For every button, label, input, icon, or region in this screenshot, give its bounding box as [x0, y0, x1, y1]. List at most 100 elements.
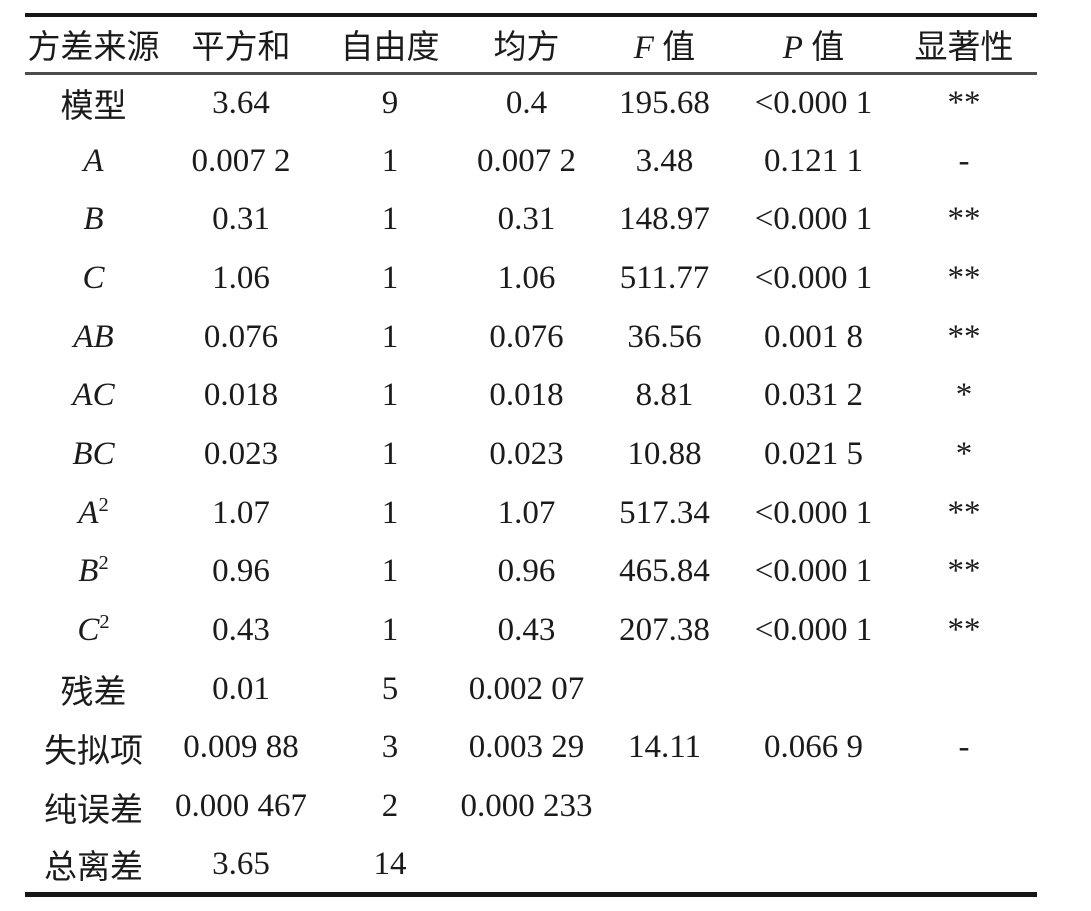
- cell-significance: **: [947, 553, 981, 590]
- column-header-mean-square-label: 均方: [493, 30, 560, 67]
- cell-f-value: 10.88: [627, 435, 702, 472]
- cell-f-value: 36.56: [627, 318, 702, 355]
- table-row: AB 0.076 1 0.076 36.56 0.001 8 **: [25, 308, 1037, 367]
- table-row: 模型 3.64 9 0.4 195.68 <0.000 1 **: [25, 73, 1037, 132]
- header-f-italic: F: [633, 30, 654, 67]
- source-variable: AB: [73, 318, 114, 355]
- table-row: C2 0.43 1 0.43 207.38 <0.000 1 **: [25, 601, 1037, 660]
- cell-f-value: 207.38: [619, 612, 710, 649]
- cell-mean-square: 0.003 29: [468, 729, 585, 766]
- cell-sum-of-squares: 0.023: [203, 435, 279, 472]
- cell-sum-of-squares: 0.007 2: [191, 142, 291, 179]
- cell-source: A2: [25, 484, 162, 543]
- cell-mean-square: 0.000 233: [460, 788, 593, 825]
- cell-mean-square: 0.007 2: [477, 142, 576, 179]
- cell-mean-square: [460, 836, 593, 895]
- cell-significance: *: [955, 377, 973, 414]
- cell-significance: -: [958, 729, 970, 766]
- cell-p-value: <0.000 1: [754, 259, 873, 296]
- header-row: 方差来源 平方和 自由度 均方 F 值 P 值 显著性: [25, 15, 1037, 75]
- cell-mean-square: 0.43: [497, 612, 556, 649]
- column-header-f-value-label: 值: [653, 30, 696, 67]
- cell-significance: **: [947, 259, 981, 296]
- column-header-source-label: 方差来源: [27, 30, 160, 67]
- cell-f-value: 465.84: [619, 553, 710, 590]
- cell-significance: **: [947, 494, 981, 531]
- cell-sum-of-squares: 0.31: [212, 201, 270, 238]
- cell-f-value: 3.48: [635, 142, 694, 179]
- cell-degrees-of-freedom: 1: [381, 318, 399, 355]
- cell-degrees-of-freedom: 1: [381, 553, 399, 590]
- cell-source: 总离差: [25, 836, 162, 895]
- cell-source: AC: [25, 366, 162, 425]
- source-variable: B: [78, 553, 99, 590]
- table-row: AC 0.018 1 0.018 8.81 0.031 2 *: [25, 366, 1037, 425]
- column-header-sum-of-squares-label: 平方和: [191, 30, 291, 67]
- cell-degrees-of-freedom: 1: [381, 377, 399, 414]
- table-row: B2 0.96 1 0.96 465.84 <0.000 1 **: [25, 543, 1037, 602]
- cell-sum-of-squares: 1.07: [212, 494, 270, 531]
- column-header-p-value-label: 值: [802, 30, 845, 67]
- cell-f-value: 517.34: [619, 494, 710, 531]
- source-label: 模型: [60, 89, 127, 126]
- cell-sum-of-squares: 0.01: [212, 670, 270, 707]
- column-header-significance: 显著性: [891, 15, 1037, 75]
- cell-mean-square: 0.018: [489, 377, 564, 414]
- cell-p-value: <0.000 1: [754, 201, 873, 238]
- cell-f-value: 511.77: [619, 259, 710, 296]
- cell-f-value: 8.81: [635, 377, 694, 414]
- source-variable: C: [82, 259, 105, 296]
- cell-mean-square: 1.07: [497, 494, 556, 531]
- cell-f-value: 195.68: [619, 84, 710, 121]
- cell-f-value: 14.11: [627, 729, 702, 766]
- cell-significance: **: [947, 84, 981, 121]
- cell-significance: **: [947, 201, 981, 238]
- cell-p-value: <0.000 1: [754, 612, 873, 649]
- cell-sum-of-squares: 0.018: [203, 377, 279, 414]
- source-exponent: 2: [98, 493, 109, 516]
- cell-significance: [891, 777, 1037, 836]
- cell-sum-of-squares: 0.000 467: [175, 788, 307, 825]
- table-row: 总离差 3.65 14: [25, 836, 1037, 895]
- column-header-p-value: P 值: [736, 15, 891, 75]
- column-header-degrees-of-freedom-label: 自由度: [340, 30, 440, 67]
- source-variable: A: [78, 494, 99, 531]
- cell-significance: [891, 660, 1037, 719]
- column-header-source: 方差来源: [25, 15, 162, 75]
- cell-f-value: 148.97: [619, 201, 710, 238]
- cell-degrees-of-freedom: 1: [381, 435, 399, 472]
- cell-p-value: <0.000 1: [754, 84, 873, 121]
- cell-f-value: [593, 836, 736, 895]
- table-row: 纯误差 0.000 467 2 0.000 233: [25, 777, 1037, 836]
- column-header-mean-square: 均方: [460, 15, 593, 75]
- cell-degrees-of-freedom: 1: [381, 142, 399, 179]
- cell-p-value: 0.001 8: [764, 318, 863, 355]
- table-row: 残差 0.01 5 0.002 07: [25, 660, 1037, 719]
- source-variable: A: [83, 142, 104, 179]
- source-variable: BC: [72, 435, 115, 472]
- cell-p-value: [736, 836, 891, 895]
- cell-degrees-of-freedom: 3: [381, 729, 399, 766]
- cell-significance: **: [947, 612, 981, 649]
- cell-f-value: [593, 660, 736, 719]
- cell-sum-of-squares: 3.64: [212, 84, 270, 121]
- cell-source: BC: [25, 425, 162, 484]
- cell-source: C: [25, 249, 162, 308]
- cell-degrees-of-freedom: 5: [381, 670, 399, 707]
- anova-table-container: 方差来源 平方和 自由度 均方 F 值 P 值 显著性 模型 3.64 9 0.…: [25, 13, 1037, 898]
- cell-p-value: <0.000 1: [754, 553, 873, 590]
- cell-degrees-of-freedom: 2: [381, 788, 399, 825]
- cell-degrees-of-freedom: 1: [381, 612, 399, 649]
- cell-source: B2: [25, 543, 162, 602]
- cell-source: A: [25, 132, 162, 191]
- cell-mean-square: 0.4: [505, 84, 548, 121]
- cell-p-value: <0.000 1: [754, 494, 873, 531]
- source-label: 残差: [60, 675, 127, 712]
- cell-p-value: 0.066 9: [764, 729, 863, 766]
- column-header-f-value: F 值: [593, 15, 736, 75]
- cell-mean-square: 0.023: [489, 435, 564, 472]
- header-p-italic: P: [782, 30, 803, 67]
- cell-significance: [891, 836, 1037, 895]
- table-row: A 0.007 2 1 0.007 2 3.48 0.121 1 -: [25, 132, 1037, 191]
- cell-significance: -: [958, 142, 970, 179]
